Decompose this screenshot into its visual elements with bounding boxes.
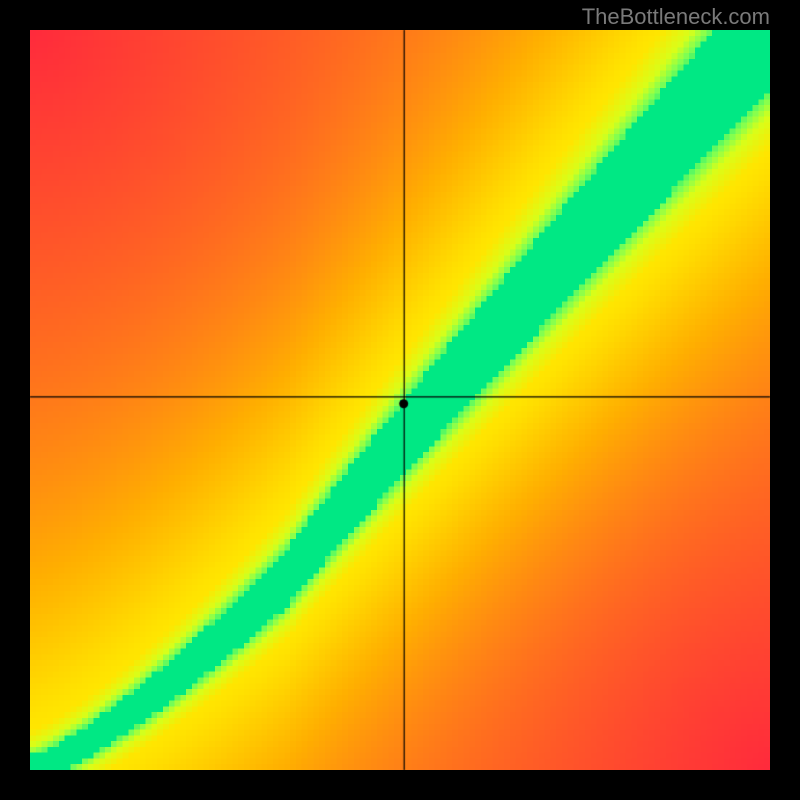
chart-stage: TheBottleneck.com [0, 0, 800, 800]
source-watermark: TheBottleneck.com [582, 4, 770, 30]
crosshair-overlay [0, 0, 800, 800]
